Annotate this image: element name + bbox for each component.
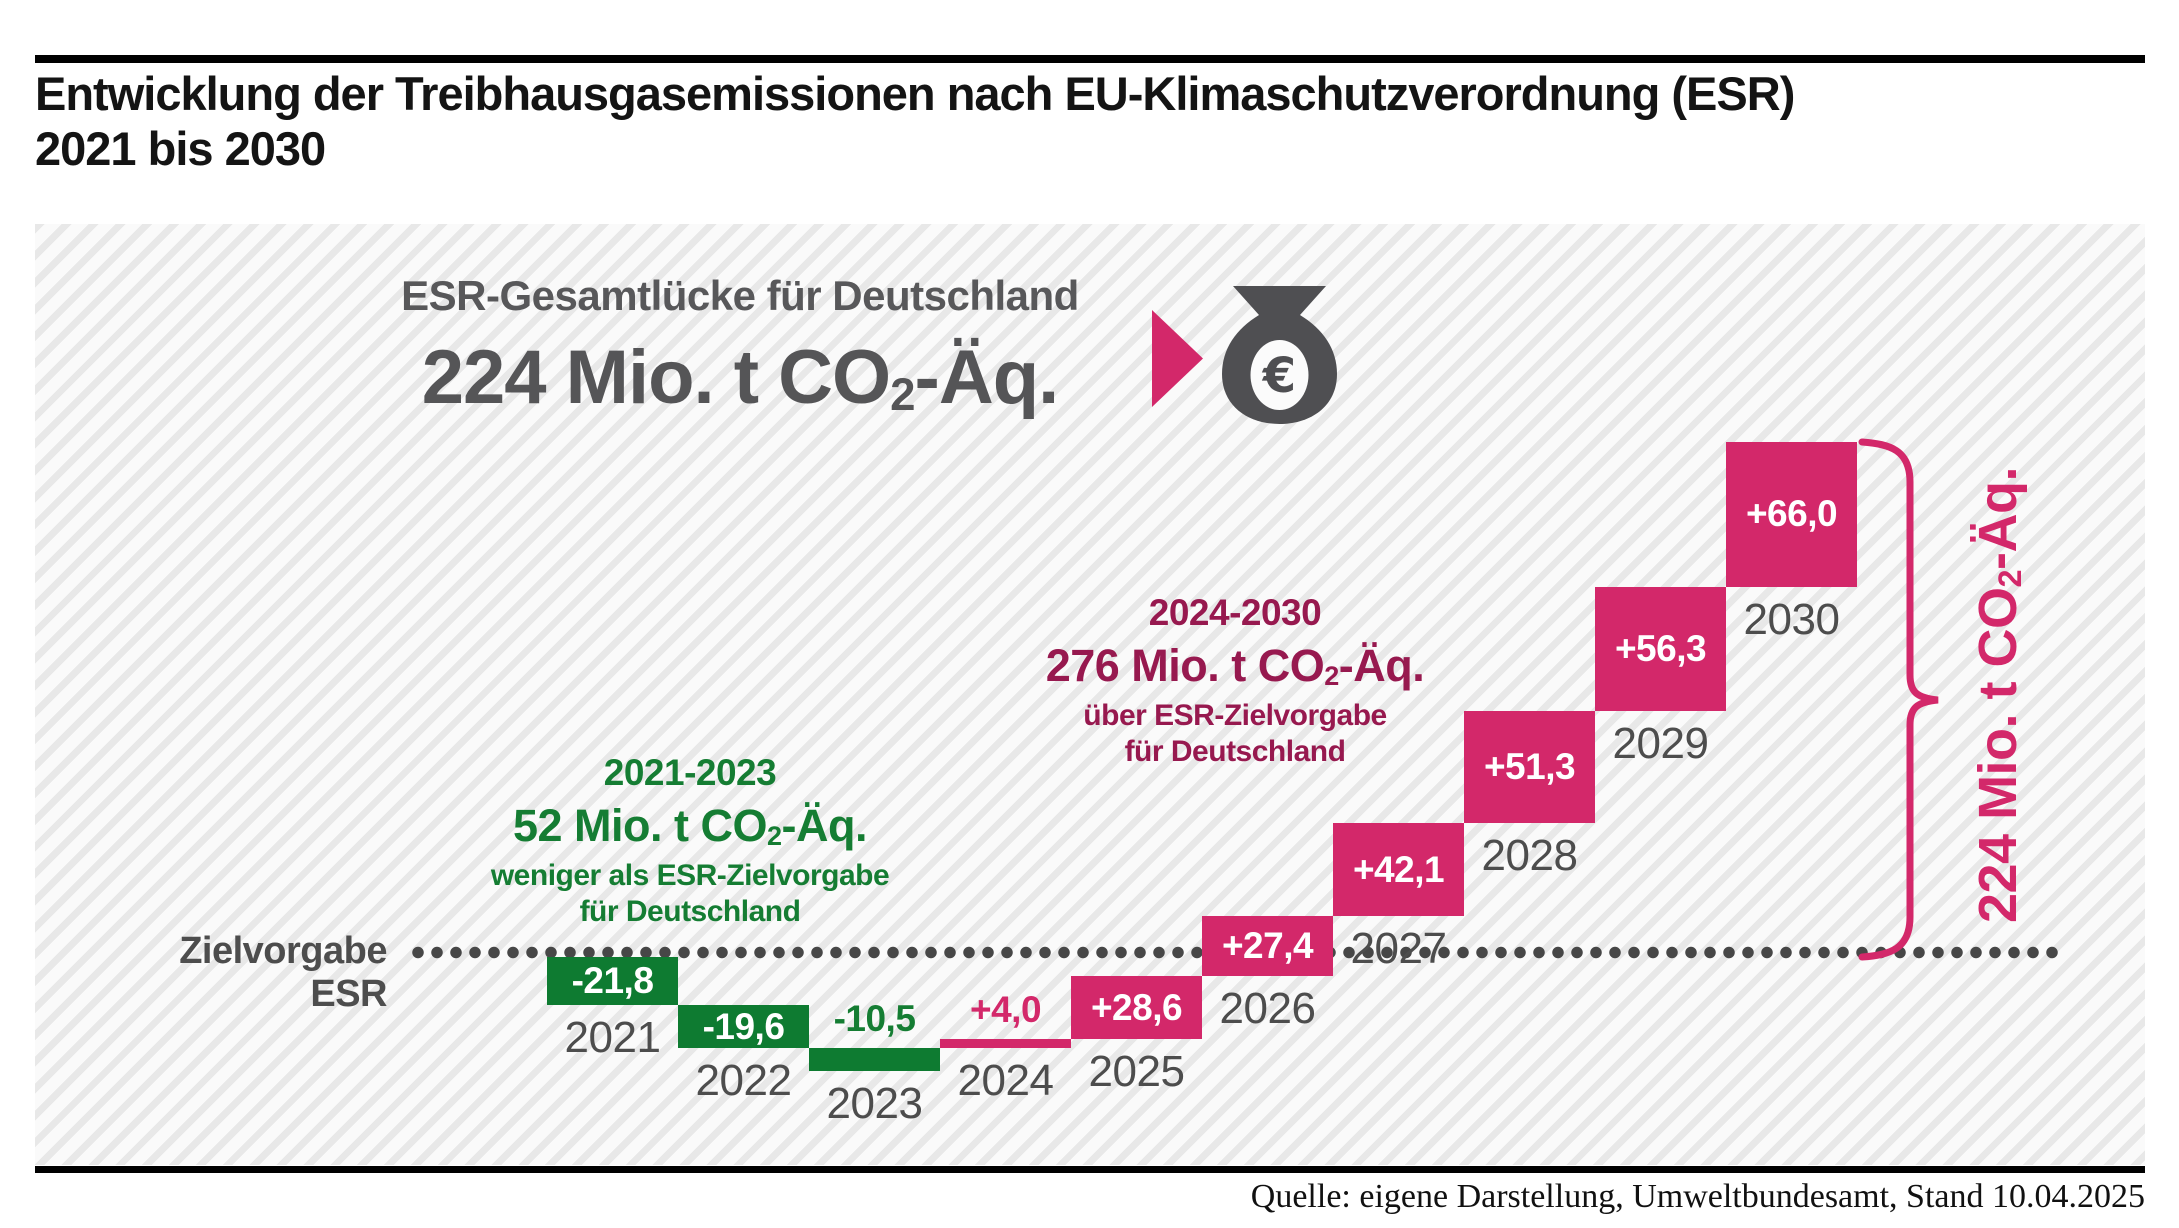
headline-value: 224 Mio. t CO2-Äq. [421,335,1060,420]
money-bag-euro-icon: € [1222,286,1337,424]
annotation-green-period: 2021-2023 [603,752,777,793]
bar-year-label: 2027 [1350,924,1447,974]
bar-2028: +51,3 [1464,710,1595,824]
bottom-divider [35,1166,2145,1173]
target-line-label: Zielvorgabe ESR [179,930,387,1015]
bar-2026: +27,4 [1202,916,1333,977]
annotation-pink-period: 2024-2030 [1148,592,1322,633]
bar-2025: +28,6 [1071,976,1202,1040]
bar-year-label: 2029 [1612,718,1709,768]
bar-year-label: 2030 [1743,594,1840,644]
bar-year-label: 2022 [695,1056,792,1106]
bar-2027: +42,1 [1333,823,1464,917]
arrow-right-icon [1152,310,1203,407]
bar-year-label: 2026 [1219,984,1316,1034]
annotation-green-line2: für Deutschland [579,895,801,928]
annotation-pink-line2: für Deutschland [1124,735,1346,768]
page-title: Entwicklung der Treibhausgasemissionen n… [35,66,2145,177]
headline: ESR-Gesamtlücke für Deutschland 224 Mio.… [240,272,1240,421]
bar-value-label: +66,0 [1745,493,1838,535]
bar-2022: -19,6 [678,1004,809,1049]
bar-2023 [809,1048,940,1072]
page-title-line1: Entwicklung der Treibhausgasemissionen n… [35,67,1795,120]
bar-year-label: 2024 [957,1056,1054,1106]
annotation-green-value: 52 Mio. t CO2-Äq. [512,800,868,852]
bar-value-label: +51,3 [1483,746,1576,788]
bar-2021: -21,8 [547,957,678,1005]
bar-value-label: +56,3 [1614,627,1707,669]
bar-year-label: 2025 [1088,1047,1185,1097]
annotation-pink-value: 276 Mio. t CO2-Äq. [1045,640,1425,692]
bar-value-label: +27,4 [1221,925,1314,967]
euro-symbol: € [1262,348,1296,404]
total-bracket-brace [1858,438,1939,961]
annotation-2024-2030: 2024-2030 276 Mio. t CO2-Äq. über ESR-Zi… [975,592,1495,770]
bar-year-label: 2021 [564,1012,661,1062]
annotation-green-line1: weniger als ESR-Zielvorgabe [490,859,890,892]
bar-2029: +56,3 [1595,586,1726,711]
page-title-line2: 2021 bis 2030 [35,122,326,176]
annotation-pink-line1: über ESR-Zielvorgabe [1083,699,1387,732]
annotation-2021-2023: 2021-2023 52 Mio. t CO2-Äq. weniger als … [430,752,950,930]
bar-value-label: -19,6 [702,1005,785,1047]
bar-value-label: +42,1 [1352,848,1445,890]
bar-2030: +66,0 [1726,441,1857,587]
bar-year-label: 2028 [1481,831,1578,881]
headline-label: ESR-Gesamtlücke für Deutschland [401,272,1079,319]
bar-2024 [940,1039,1071,1049]
bar-value-label: -10,5 [833,998,916,1040]
bar-year-label: 2023 [826,1079,923,1129]
top-divider [35,55,2145,63]
bar-value-label: -21,8 [571,959,654,1001]
bar-value-label: +28,6 [1090,986,1183,1028]
source-note: Quelle: eigene Darstellung, Umweltbundes… [1250,1178,2145,1215]
bar-value-label: +4,0 [969,989,1042,1031]
bracket-total-label: 224 Mio. t CO2-Äq. [1968,466,2028,924]
